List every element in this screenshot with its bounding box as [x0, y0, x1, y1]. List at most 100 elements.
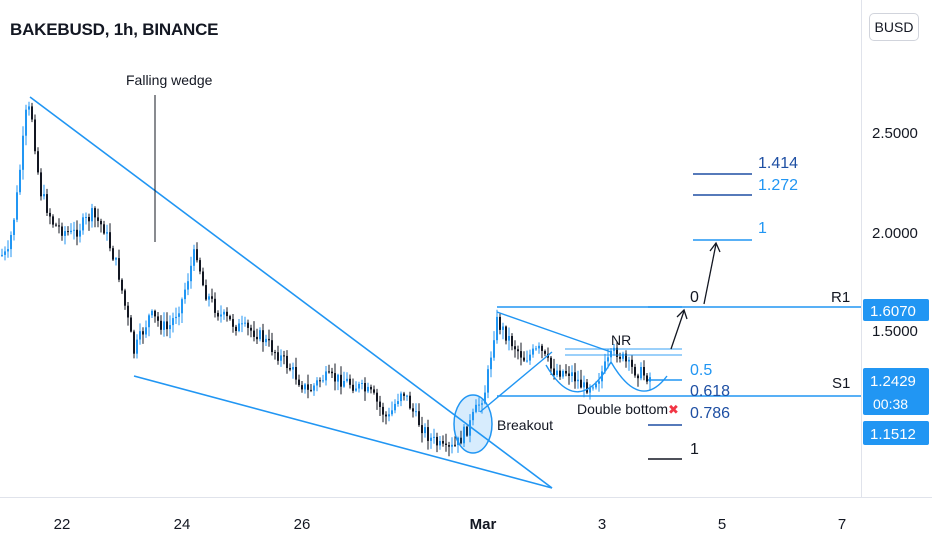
falling-wedge-label: Falling wedge — [126, 72, 213, 88]
candle-body — [307, 384, 309, 390]
candle-body — [550, 357, 552, 369]
candle-body — [247, 322, 249, 328]
projection-arrows — [670, 241, 721, 350]
candle-body — [520, 351, 522, 358]
wedge-upper-line — [29, 96, 553, 489]
fib-label-0618: 0.618 — [690, 383, 730, 400]
candle-body — [565, 371, 567, 374]
candle-body — [631, 359, 633, 367]
candle-body — [277, 352, 279, 361]
candle-body — [589, 387, 591, 393]
candle-body — [52, 216, 54, 225]
candle-body — [637, 375, 639, 379]
candle-body — [223, 311, 225, 315]
candle-body — [190, 265, 192, 282]
candle-body — [274, 352, 276, 354]
candle-body — [598, 381, 600, 384]
candle-body — [367, 386, 369, 392]
symbol-title: BAKEBUSD, 1h, BINANCE — [10, 20, 219, 39]
candle-body — [235, 326, 237, 331]
candle-body — [151, 310, 153, 316]
candle-body — [49, 212, 51, 217]
arrow-1-shaft — [670, 310, 685, 350]
candle-body — [568, 373, 570, 376]
x-tick-label: 3 — [598, 516, 606, 533]
candle-body — [100, 220, 102, 225]
candle-body — [445, 443, 447, 445]
candle-body — [118, 258, 120, 280]
candle-body — [619, 356, 621, 359]
flag-lower-line — [479, 351, 553, 413]
candle-body — [421, 425, 423, 434]
price-tag-s1: 1.2429 00:38 — [863, 368, 929, 415]
arrow-2-head — [709, 241, 721, 253]
candle-body — [559, 370, 561, 377]
candle-body — [67, 231, 69, 233]
candle-body — [571, 372, 573, 376]
candle-body — [406, 395, 408, 397]
double-bottom-label: Double bottom — [577, 401, 668, 417]
candle-body — [25, 109, 27, 136]
candle-body — [220, 314, 222, 317]
candle-body — [370, 386, 372, 390]
candle-body — [169, 325, 171, 330]
candle-body — [139, 331, 141, 340]
candle-body — [352, 384, 354, 391]
candle-body — [532, 348, 534, 355]
price-axis[interactable]: 2.5000 2.0000 1.5000 — [872, 125, 918, 340]
candle-body — [361, 383, 363, 384]
candle-body — [208, 296, 210, 300]
price-tag-s1-text: 1.2429 — [870, 373, 916, 390]
candle-body — [142, 331, 144, 335]
candle-body — [616, 347, 618, 357]
candle-body — [163, 321, 165, 330]
candle-body — [157, 316, 159, 321]
candle-body — [487, 369, 489, 393]
candle-body — [193, 249, 195, 266]
nr-label: NR — [611, 332, 631, 348]
breakout-label: Breakout — [497, 417, 553, 433]
candle-body — [268, 338, 270, 341]
fib-label-05: 0.5 — [690, 362, 712, 379]
s1-label: S1 — [832, 375, 850, 392]
falling-wedge — [29, 96, 553, 489]
currency-button[interactable]: BUSD — [869, 13, 919, 41]
candle-body — [556, 370, 558, 375]
candle-body — [211, 296, 213, 299]
candle-body — [313, 385, 315, 391]
candle-body — [382, 406, 384, 415]
candle-body — [280, 355, 282, 361]
price-tag-low: 1.1512 — [863, 421, 929, 445]
candle-body — [34, 119, 36, 152]
candle-body — [625, 353, 627, 362]
breakout-circle — [453, 394, 493, 454]
time-axis[interactable]: 22 24 26 Mar 3 5 7 — [54, 516, 847, 533]
candle-body — [112, 248, 114, 260]
fib-label-0786: 0.786 — [690, 405, 730, 422]
candle-body — [469, 420, 471, 436]
candle-body — [244, 322, 246, 324]
candle-body — [199, 260, 201, 272]
candle-body — [298, 379, 300, 386]
candle-body — [97, 217, 99, 221]
candle-body — [535, 348, 537, 350]
candle-body — [562, 371, 564, 377]
candle-body — [322, 380, 324, 382]
candle-body — [481, 403, 483, 405]
candle-body — [88, 217, 90, 222]
candle-body — [424, 427, 426, 434]
candle-body — [583, 382, 585, 388]
candle-body — [433, 436, 435, 438]
candle-body — [214, 298, 216, 313]
price-tag-low-bg — [863, 421, 929, 445]
candle-body — [418, 411, 420, 426]
candle-body — [286, 355, 288, 368]
candle-body — [145, 327, 147, 335]
candle-body — [643, 367, 645, 376]
candle-body — [586, 382, 588, 393]
candle-body — [529, 354, 531, 361]
candle-body — [607, 357, 609, 362]
fib-label-0: 0 — [690, 289, 699, 306]
